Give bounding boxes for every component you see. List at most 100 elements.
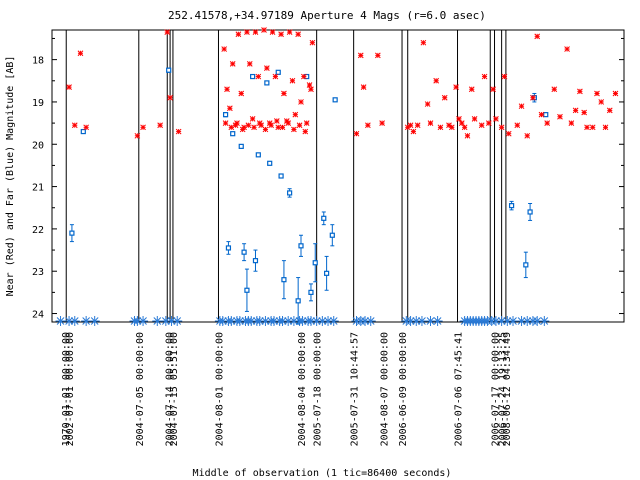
- near-data-point: [286, 29, 293, 35]
- lower-limit-mark: [260, 316, 271, 326]
- far-data-point: [267, 160, 273, 166]
- near-data-point: [518, 103, 525, 110]
- near-data-point: [275, 124, 282, 131]
- x-tick-label: 2004-08-01 00:00:00: [214, 332, 225, 446]
- near-data-point: [134, 132, 141, 139]
- x-tick-label: 2006-07-17 00:00:00: [491, 332, 502, 446]
- near-data-point: [291, 126, 297, 133]
- y-tick-label: 21: [32, 183, 44, 194]
- near-data-point: [453, 84, 459, 90]
- near-data-point: [295, 31, 302, 38]
- near-data-point: [296, 122, 303, 129]
- near-data-point: [360, 84, 367, 90]
- near-data-point: [606, 107, 613, 114]
- far-data-point: [308, 283, 314, 302]
- near-data-point: [66, 84, 72, 90]
- x-axis-label: Middle of observation (1 tic=86400 secon…: [193, 468, 452, 479]
- far-data-point: [252, 249, 259, 272]
- near-data-point: [427, 120, 434, 126]
- near-data-point: [551, 86, 558, 93]
- far-data-point: [295, 277, 301, 325]
- near-data-point: [505, 130, 512, 137]
- near-data-point: [420, 39, 427, 46]
- far-data-point: [69, 224, 75, 243]
- near-data-point: [514, 122, 521, 129]
- near-data-point: [498, 124, 505, 131]
- far-data-point: [329, 224, 335, 247]
- near-data-point: [357, 52, 364, 59]
- near-data-point: [71, 122, 78, 129]
- near-data-point: [530, 94, 536, 101]
- near-data-point: [464, 132, 471, 139]
- y-axis-label: Near (Red) and Far (Blue) Magnitude [AB]: [5, 56, 16, 297]
- lower-limit-mark: [539, 316, 550, 326]
- far-data-point: [250, 73, 256, 80]
- far-data-point: [241, 243, 247, 262]
- x-tick-label: 2005-07-18 00:00:00: [313, 332, 324, 446]
- near-data-point: [302, 128, 309, 135]
- far-data-point: [238, 143, 244, 149]
- near-data-point: [581, 109, 588, 116]
- x-tick-label: 2004-08-07 00:00:00: [380, 332, 391, 446]
- lower-limit-mark: [55, 316, 66, 326]
- x-tick-label: 1970-01-01 00:00:00: [61, 332, 72, 446]
- near-data-point: [448, 124, 455, 131]
- near-data-point: [252, 29, 259, 35]
- near-data-point: [374, 52, 381, 59]
- near-data-point: [468, 86, 475, 93]
- near-data-point: [273, 118, 280, 124]
- lower-limit-mark: [416, 316, 427, 326]
- y-tick-label: 24: [32, 310, 44, 321]
- near-data-point: [245, 122, 252, 129]
- x-tick-label: 2006-06-09 00:00:00: [398, 332, 409, 446]
- near-data-point: [292, 111, 299, 118]
- near-data-point: [298, 99, 304, 105]
- x-tick-label: 2004-07-05 00:00:00: [135, 332, 146, 446]
- y-tick-label: 22: [32, 225, 44, 236]
- near-data-point: [221, 46, 228, 52]
- near-data-point: [437, 124, 444, 131]
- near-data-point: [461, 124, 468, 131]
- near-data-point: [564, 46, 570, 52]
- near-data-point: [281, 90, 287, 97]
- far-data-point: [523, 251, 529, 279]
- near-data-point: [222, 120, 229, 126]
- far-data-point: [264, 80, 270, 86]
- x-tick-label: 2004-07-14 00:00:00: [165, 332, 176, 446]
- x-tick-label: 2002-07-01 00:00:00: [65, 332, 76, 446]
- near-data-point: [568, 120, 575, 126]
- near-data-point: [269, 29, 276, 35]
- far-data-point: [244, 268, 250, 312]
- near-data-point: [140, 124, 146, 131]
- near-data-point: [365, 122, 371, 129]
- near-data-point: [244, 29, 250, 35]
- lower-limit-mark: [496, 316, 507, 326]
- plot-frame: [51, 29, 625, 323]
- lower-limit-mark: [69, 316, 80, 326]
- lower-limit-mark: [328, 316, 339, 326]
- near-data-point: [285, 120, 292, 126]
- lower-limit-mark: [172, 316, 183, 326]
- near-data-point: [303, 120, 310, 126]
- lower-limit-markers: [55, 316, 550, 326]
- far-data-point: [255, 152, 261, 158]
- y-axis: 18 19 20 21 22 23 24: [32, 37, 624, 321]
- far-data-point: [281, 260, 287, 300]
- near-data-point: [490, 86, 496, 93]
- near-data-point: [157, 122, 163, 129]
- far-data-point: [321, 211, 327, 226]
- lower-limit-mark: [432, 316, 443, 326]
- lower-limit-mark: [138, 316, 149, 326]
- near-data-point: [524, 132, 531, 139]
- near-data-point: [379, 120, 385, 126]
- near-data-point: [410, 128, 417, 135]
- x-tick-label: 2008-06-12 04:34:49: [502, 332, 513, 446]
- near-data-point: [456, 116, 462, 122]
- x-tick-label: 2004-08-04 00:00:00: [297, 332, 308, 446]
- far-data-point: [287, 188, 293, 198]
- near-data-point: [289, 77, 296, 84]
- far-data-point: [508, 200, 515, 211]
- near-data-point: [589, 124, 596, 131]
- lower-limit-mark: [532, 316, 543, 326]
- far-data-point: [222, 112, 229, 118]
